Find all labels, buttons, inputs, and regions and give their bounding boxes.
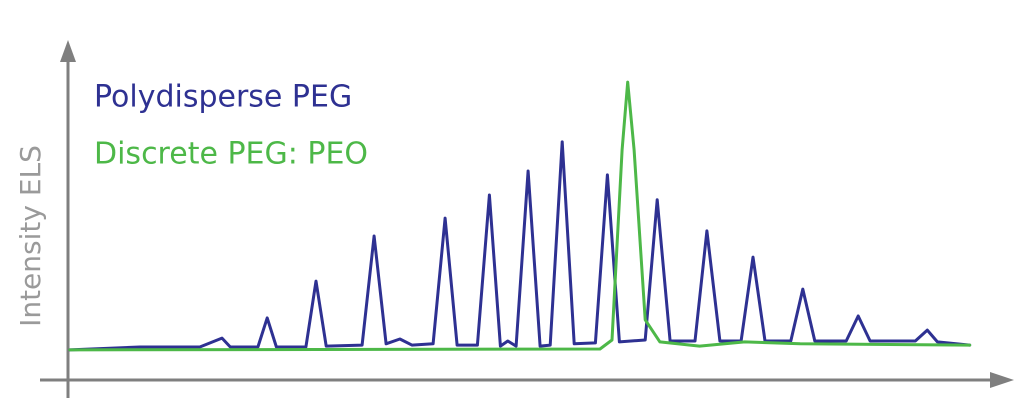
y-axis-arrow <box>60 40 76 62</box>
y-axis-label: Intensity ELS <box>14 145 47 327</box>
x-axis-arrow <box>990 372 1014 388</box>
axes <box>40 52 1000 398</box>
legend: Polydisperse PEG Discrete PEG: PEO <box>94 80 368 172</box>
plot-area <box>68 80 972 352</box>
series-line <box>68 80 972 352</box>
legend-label: Discrete PEG: PEO <box>94 137 368 172</box>
series-line <box>68 140 972 352</box>
legend-label: Polydisperse PEG <box>94 80 352 115</box>
